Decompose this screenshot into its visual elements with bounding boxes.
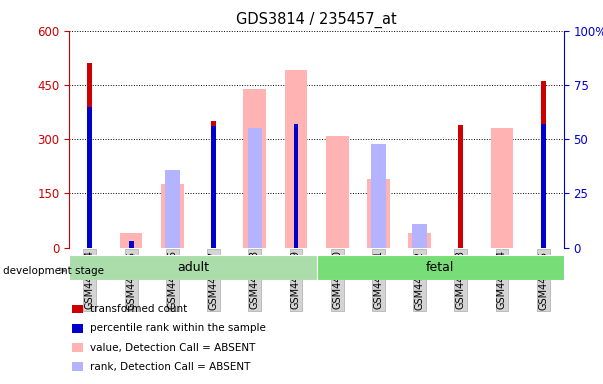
Bar (161, 184, 184, 248)
Title: GDS3814 / 235457_at: GDS3814 / 235457_at (236, 12, 397, 28)
Text: transformed count: transformed count (90, 304, 188, 314)
Bar (412, 224, 427, 248)
Bar (294, 124, 298, 248)
Bar (87, 63, 92, 248)
Bar (317, 255, 564, 280)
Text: development stage: development stage (3, 266, 104, 276)
Bar (87, 107, 92, 248)
Text: adult: adult (177, 262, 209, 274)
Bar (211, 121, 216, 248)
Bar (541, 124, 546, 248)
Bar (128, 241, 134, 248)
Bar (408, 233, 431, 248)
Bar (326, 136, 349, 248)
Bar (491, 128, 513, 248)
Text: value, Detection Call = ABSENT: value, Detection Call = ABSENT (90, 343, 256, 353)
Text: percentile rank within the sample: percentile rank within the sample (90, 323, 267, 333)
Bar (371, 144, 385, 248)
Text: fetal: fetal (426, 262, 455, 274)
Bar (248, 128, 262, 248)
Bar (211, 126, 216, 248)
Bar (69, 255, 317, 280)
Bar (165, 170, 180, 248)
Bar (285, 71, 308, 248)
Text: rank, Detection Call = ABSENT: rank, Detection Call = ABSENT (90, 362, 251, 372)
Bar (244, 89, 266, 248)
Bar (120, 233, 142, 248)
Bar (541, 81, 546, 248)
Bar (458, 125, 463, 248)
Bar (367, 179, 390, 248)
